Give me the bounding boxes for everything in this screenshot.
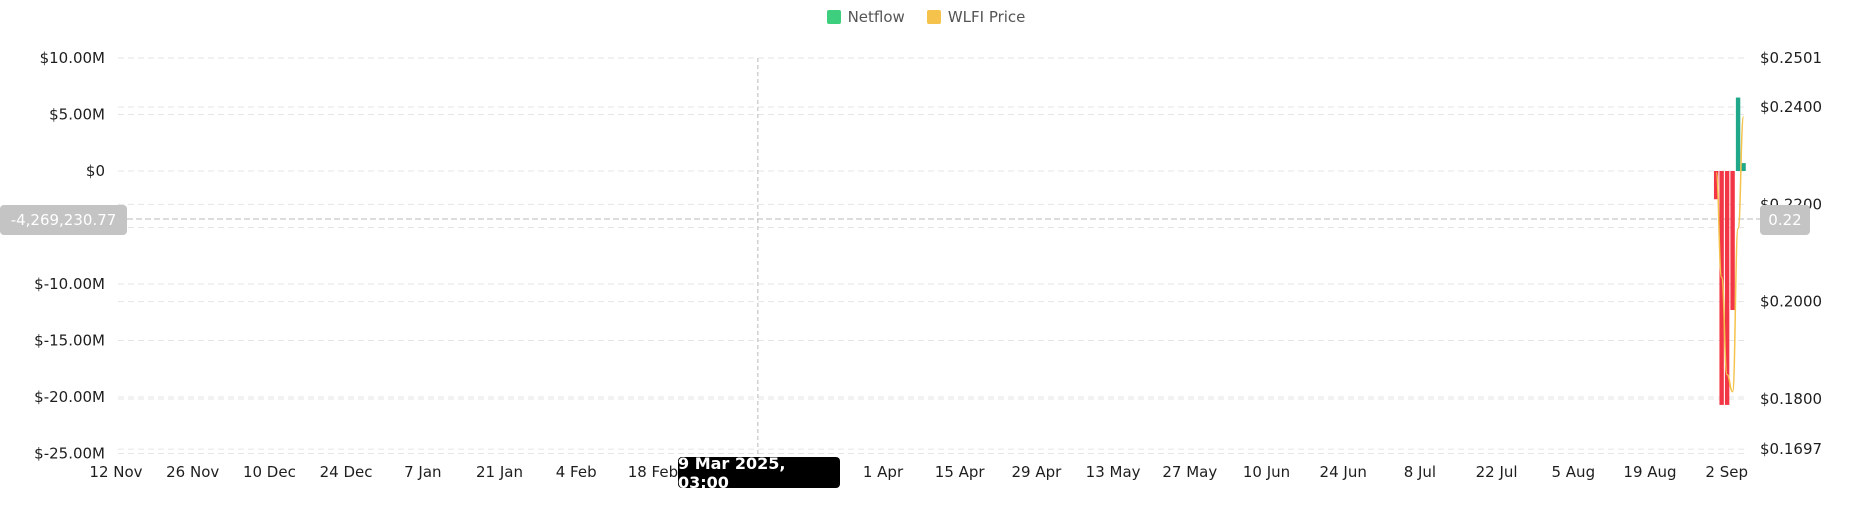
- netflow-bar: [1713, 171, 1719, 200]
- y-left-tick-label: $5.00M: [49, 106, 105, 124]
- x-tick-label: 18 Feb: [628, 463, 678, 481]
- x-tick-label: 12 Nov: [89, 463, 142, 481]
- x-tick-label: 7 Jan: [404, 463, 441, 481]
- netflow-bar: [1735, 97, 1741, 171]
- y-left-tick-label: $-25.00M: [34, 445, 105, 463]
- netflow-bar: [1730, 171, 1735, 310]
- x-tick-label: 1 Apr: [863, 463, 904, 481]
- price-swatch: [926, 10, 941, 24]
- x-tick-label: 13 May: [1086, 463, 1141, 481]
- x-tick-label: 10 Dec: [243, 463, 296, 481]
- y-left-tick-label: $-15.00M: [34, 332, 105, 350]
- crosshair-left-label: -4,269,230.77: [0, 205, 127, 235]
- y-left-tick-label: $-20.00M: [34, 388, 105, 406]
- netflow-bar: [1724, 171, 1730, 405]
- y-right-tick-label: $0.2501: [1760, 49, 1822, 67]
- netflow-bar: [1741, 163, 1746, 171]
- y-left-tick-label: $10.00M: [40, 49, 105, 67]
- x-tick-label: 22 Jul: [1476, 463, 1518, 481]
- x-tick-label: 24 Jun: [1320, 463, 1367, 481]
- x-tick-label: 29 Apr: [1011, 463, 1062, 481]
- x-tick-label: 8 Jul: [1404, 463, 1436, 481]
- legend-label: WLFI Price: [947, 8, 1026, 26]
- x-tick-label: 5 Aug: [1551, 463, 1595, 481]
- x-tick-label: 21 Jan: [476, 463, 523, 481]
- legend-item-netflow[interactable]: Netflow: [826, 8, 905, 26]
- x-tick-label: 4 Feb: [556, 463, 597, 481]
- x-tick-label: 27 May: [1162, 463, 1217, 481]
- x-tick-label: 24 Dec: [320, 463, 373, 481]
- crosshair-date-tooltip: 9 Mar 2025, 03:00: [678, 454, 840, 492]
- netflow-swatch: [826, 10, 841, 24]
- y-right-tick-label: $0.1697: [1760, 440, 1822, 458]
- crosshair-right-label: 0.22: [1760, 205, 1810, 235]
- x-tick-label: 10 Jun: [1243, 463, 1290, 481]
- legend-item-price[interactable]: WLFI Price: [926, 8, 1026, 26]
- x-tick-label: 26 Nov: [166, 463, 219, 481]
- y-left-tick-label: $-10.00M: [34, 275, 105, 293]
- legend: Netflow WLFI Price: [0, 8, 1852, 26]
- y-right-tick-label: $0.1800: [1760, 390, 1822, 408]
- x-tick-label: 19 Aug: [1623, 463, 1676, 481]
- netflow-bar: [1719, 171, 1724, 405]
- price-line: [1715, 115, 1745, 393]
- y-right-tick-label: $0.2000: [1760, 293, 1822, 311]
- x-tick-label: 2 Sep: [1705, 463, 1748, 481]
- y-right-tick-label: $0.2400: [1760, 98, 1822, 116]
- x-tick-label: 15 Apr: [935, 463, 986, 481]
- legend-label: Netflow: [847, 8, 905, 26]
- y-left-tick-label: $0: [86, 162, 105, 180]
